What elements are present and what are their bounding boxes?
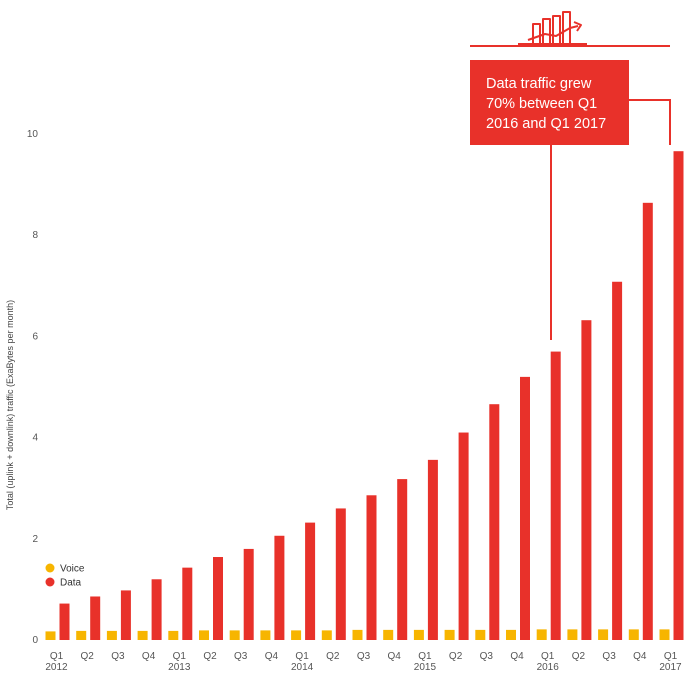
x-tick-label: 2012	[45, 662, 68, 673]
voice-bar	[168, 630, 179, 640]
data-bar	[489, 404, 500, 640]
y-axis-label: Total (uplink + downlink) traffic (ExaBy…	[5, 300, 15, 510]
voice-bar	[383, 629, 394, 640]
annotation-pointer-right	[629, 99, 671, 145]
data-bar	[182, 567, 193, 640]
voice-bar	[106, 630, 117, 640]
data-bar	[274, 535, 285, 640]
legend-label: Voice	[60, 564, 85, 575]
annotation-line-1: Data traffic grew	[486, 76, 592, 92]
voice-bar	[598, 629, 609, 640]
x-tick-label: Q3	[357, 651, 371, 662]
x-tick-label: Q4	[388, 651, 402, 662]
data-bar	[243, 548, 254, 640]
data-bar	[673, 151, 684, 641]
data-bar	[151, 579, 162, 640]
data-bar	[520, 376, 530, 640]
x-tick-label: Q1	[50, 651, 64, 662]
annotation: Data traffic grew 70% between Q1 2016 an…	[470, 11, 671, 340]
voice-bar	[260, 630, 271, 640]
growth-chart-icon	[518, 11, 587, 45]
data-bar	[612, 281, 623, 640]
data-bar	[305, 522, 316, 640]
voice-bar	[659, 629, 670, 640]
data-bar	[397, 479, 408, 640]
data-bar	[427, 459, 438, 640]
legend-swatch	[45, 563, 55, 573]
y-tick-label: 0	[32, 635, 38, 646]
x-tick-label: 2015	[414, 662, 437, 673]
x-tick-label: 2016	[537, 662, 560, 673]
voice-bar	[321, 630, 332, 640]
legend-swatch	[45, 577, 55, 587]
bars	[45, 151, 684, 641]
data-bar	[366, 495, 377, 640]
y-tick-label: 8	[32, 230, 38, 241]
data-bar	[550, 351, 561, 640]
voice-bar	[536, 629, 547, 640]
voice-bar	[413, 629, 424, 640]
data-bar	[59, 603, 70, 640]
x-tick-label: Q2	[326, 651, 340, 662]
voice-bar	[137, 630, 148, 640]
data-bar	[213, 557, 223, 640]
x-tick-label: Q1	[295, 651, 309, 662]
data-bar	[335, 508, 346, 640]
x-tick-label: 2013	[168, 662, 191, 673]
y-tick-label: 10	[27, 129, 39, 140]
x-tick-label: 2014	[291, 662, 314, 673]
x-tick-label: Q4	[142, 651, 156, 662]
x-tick-label: Q2	[81, 651, 95, 662]
voice-bar	[567, 629, 578, 640]
y-tick-label: 2	[32, 534, 38, 545]
y-tick-label: 4	[32, 433, 38, 444]
x-tick-label: Q4	[265, 651, 279, 662]
y-tick-label: 6	[32, 331, 38, 342]
legend: Voice Data	[45, 563, 85, 589]
voice-bar	[229, 630, 240, 640]
voice-bar	[291, 630, 302, 640]
data-bar	[642, 202, 653, 641]
data-bar	[90, 596, 101, 640]
data-bar	[120, 590, 131, 640]
x-tick-label: Q1	[541, 651, 555, 662]
x-tick-label: Q4	[510, 651, 524, 662]
y-axis: 0 2 4 6 8 10	[27, 129, 39, 646]
voice-bar	[506, 629, 516, 640]
x-tick-label: Q2	[449, 651, 463, 662]
voice-bar	[444, 629, 455, 640]
data-bar	[581, 320, 592, 640]
x-tick-label: Q3	[480, 651, 494, 662]
x-tick-label: Q3	[602, 651, 616, 662]
x-tick-label: Q2	[203, 651, 217, 662]
x-tick-label: 2017	[659, 662, 682, 673]
voice-bar	[76, 630, 87, 640]
voice-bar	[475, 629, 486, 640]
x-tick-label: Q3	[111, 651, 125, 662]
x-tick-label: Q1	[173, 651, 187, 662]
x-tick-label: Q2	[572, 651, 586, 662]
x-tick-label: Q3	[234, 651, 248, 662]
voice-bar	[628, 629, 639, 640]
annotation-box	[470, 60, 629, 145]
x-tick-label: Q1	[418, 651, 432, 662]
legend-label: Data	[60, 578, 82, 589]
data-bar	[458, 432, 469, 640]
voice-bar	[352, 629, 363, 640]
voice-bar	[45, 631, 56, 640]
x-tick-label: Q1	[664, 651, 678, 662]
annotation-line-3: 2016 and Q1 2017	[486, 116, 606, 132]
annotation-line-2: 70% between Q1	[486, 96, 597, 112]
voice-bar	[199, 630, 209, 640]
x-tick-label: Q4	[633, 651, 647, 662]
